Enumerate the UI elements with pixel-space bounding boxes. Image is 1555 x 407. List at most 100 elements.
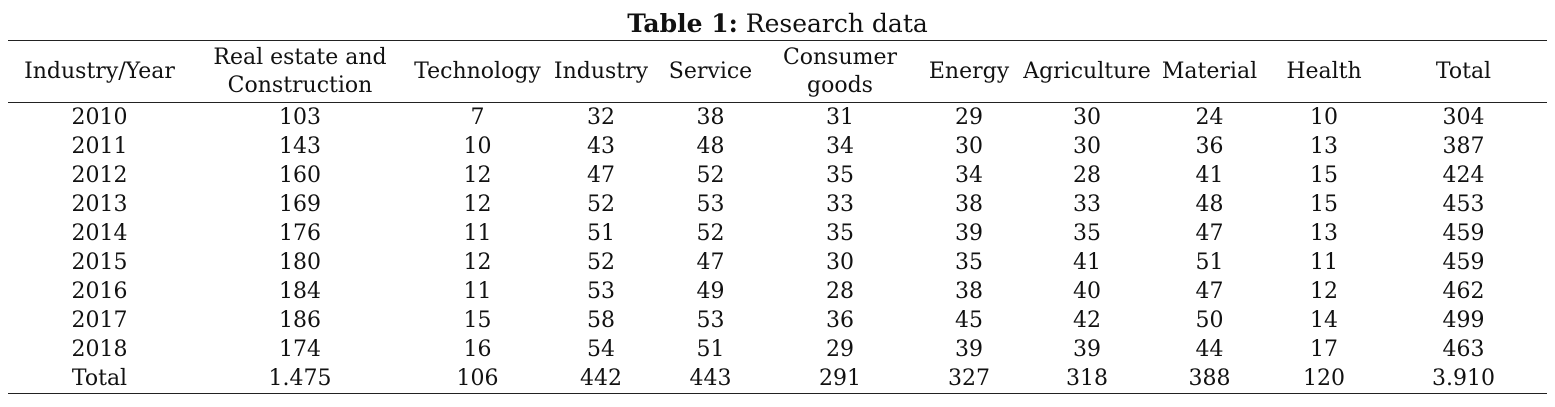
- table-cell: 12: [463, 163, 492, 188]
- table-cell: 52: [696, 221, 725, 246]
- table-cell: 35: [826, 221, 854, 246]
- table-row: 2016 184 11 53 49 28 38 40 47 12 462: [8, 277, 1547, 306]
- row-label: 2010: [71, 105, 128, 130]
- table-cell: 38: [696, 105, 725, 130]
- table-row: 2011 143 10 43 48 34 30 30 36 13 387: [8, 132, 1547, 161]
- table-cell: 49: [696, 279, 725, 304]
- table-cell: 30: [1073, 105, 1101, 130]
- table-cell: 174: [279, 337, 321, 362]
- table-cell: 15: [1310, 192, 1338, 217]
- table-cell: 291: [765, 364, 915, 394]
- table-cell: 24: [1195, 105, 1224, 130]
- table-cell: 11: [1310, 250, 1338, 275]
- table-cell: 180: [279, 250, 321, 275]
- table-cell: 12: [1310, 279, 1338, 304]
- table-cell: 36: [1195, 134, 1224, 159]
- table-row: 2017 186 15 58 53 36 45 42 50 14 499: [8, 306, 1547, 335]
- table-cell: 17: [1310, 337, 1338, 362]
- table-cell: 442: [546, 364, 656, 394]
- column-header: Material: [1151, 40, 1268, 103]
- table-cell: 30: [826, 250, 854, 275]
- table-cell: 10: [463, 134, 492, 159]
- table-cell: 35: [826, 163, 854, 188]
- column-header: Energy: [915, 40, 1023, 103]
- table-cell: 304: [1442, 105, 1485, 130]
- table-cell: 47: [1195, 221, 1224, 246]
- table-row: 2014 176 11 51 52 35 39 35 47 13 459: [8, 219, 1547, 248]
- table-cell: 53: [696, 192, 725, 217]
- table-cell: 318: [1023, 364, 1151, 394]
- table-cell: 463: [1442, 337, 1485, 362]
- table-cell: 47: [696, 250, 725, 275]
- table-cell: 16: [463, 337, 492, 362]
- column-header: Agriculture: [1023, 40, 1151, 103]
- table-cell: 7: [470, 105, 485, 130]
- table-cell: 327: [915, 364, 1023, 394]
- row-label: 2013: [71, 192, 128, 217]
- table-cell: 52: [587, 192, 615, 217]
- column-header: Total: [1380, 40, 1547, 103]
- row-label: 2016: [71, 279, 128, 304]
- table-cell: 47: [587, 163, 615, 188]
- table-row: 2018 174 16 54 51 29 39 39 44 17 463: [8, 335, 1547, 364]
- table-cell: 47: [1195, 279, 1224, 304]
- table-row: 2015 180 12 52 47 30 35 41 51 11 459: [8, 248, 1547, 277]
- table-cell: 51: [696, 337, 725, 362]
- table-cell: 184: [279, 279, 321, 304]
- column-header: Health: [1268, 40, 1380, 103]
- table-cell: 43: [587, 134, 615, 159]
- table-cell: 39: [955, 221, 983, 246]
- table-cell: 54: [587, 337, 615, 362]
- row-label: 2018: [71, 337, 128, 362]
- table-cell: 42: [1073, 308, 1101, 333]
- table-cell: 28: [826, 279, 854, 304]
- column-header: Technology: [409, 40, 546, 103]
- table-cell: 1.475: [191, 364, 409, 394]
- table-cell: 29: [955, 105, 983, 130]
- table-cell: 51: [587, 221, 615, 246]
- table-cell: 41: [1073, 250, 1101, 275]
- table-cell: 459: [1442, 250, 1485, 275]
- column-header: Industry: [546, 40, 656, 103]
- table-cell: 41: [1195, 163, 1224, 188]
- table-cell: 12: [463, 192, 492, 217]
- table-cell: 58: [587, 308, 615, 333]
- row-label: 2012: [71, 163, 128, 188]
- table-cell: 53: [696, 308, 725, 333]
- table-cell: 39: [1073, 337, 1101, 362]
- table-cell: 459: [1442, 221, 1485, 246]
- column-header: Consumer goods: [765, 40, 915, 103]
- row-label: 2014: [71, 221, 128, 246]
- table-cell: 11: [463, 221, 492, 246]
- table-cell: 33: [826, 192, 854, 217]
- table-cell: 34: [826, 134, 854, 159]
- table-cell: 38: [955, 279, 983, 304]
- table-cell: 160: [279, 163, 321, 188]
- table-cell: 186: [279, 308, 321, 333]
- table-cell: 12: [463, 250, 492, 275]
- table-cell: 106: [409, 364, 546, 394]
- table-cell: 176: [279, 221, 321, 246]
- table-cell: 35: [955, 250, 983, 275]
- table-cell: 3.910: [1380, 364, 1547, 394]
- caption-label: Table 1:: [627, 9, 738, 38]
- table-cell: 44: [1195, 337, 1224, 362]
- table-cell: 462: [1442, 279, 1485, 304]
- table-cell: 33: [1073, 192, 1101, 217]
- table-cell: 29: [826, 337, 854, 362]
- table-cell: 13: [1310, 134, 1338, 159]
- research-data-table: Industry/Year Real estate and Constructi…: [8, 40, 1547, 394]
- table-cell: 169: [279, 192, 321, 217]
- table-cell: 388: [1151, 364, 1268, 394]
- table-cell: 13: [1310, 221, 1338, 246]
- table-cell: 10: [1310, 105, 1338, 130]
- table-row: 2013 169 12 52 53 33 38 33 48 15 453: [8, 190, 1547, 219]
- table-cell: 28: [1073, 163, 1101, 188]
- table-cell: 120: [1268, 364, 1380, 394]
- table-cell: 38: [955, 192, 983, 217]
- table-cell: 52: [587, 250, 615, 275]
- column-header: Service: [656, 40, 765, 103]
- table-cell: 103: [279, 105, 321, 130]
- table-cell: 53: [587, 279, 615, 304]
- table-cell: 14: [1310, 308, 1338, 333]
